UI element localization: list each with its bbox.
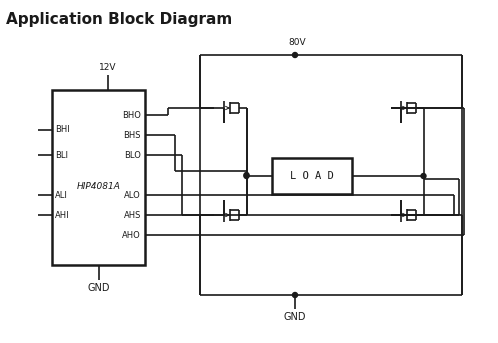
Text: ALO: ALO <box>124 190 141 200</box>
Text: GND: GND <box>87 283 110 293</box>
Circle shape <box>421 174 426 178</box>
Text: HIP4081A: HIP4081A <box>77 182 121 191</box>
Text: 80V: 80V <box>288 38 306 47</box>
Text: BHI: BHI <box>55 126 70 134</box>
Text: GND: GND <box>284 312 306 322</box>
Text: BHS: BHS <box>124 130 141 140</box>
Circle shape <box>292 52 297 58</box>
Text: AHS: AHS <box>124 211 141 220</box>
Text: BHO: BHO <box>122 110 141 119</box>
Text: BLI: BLI <box>55 151 68 159</box>
Bar <box>52 90 145 265</box>
Circle shape <box>292 293 297 297</box>
Text: BLO: BLO <box>124 151 141 159</box>
Circle shape <box>244 174 249 178</box>
Circle shape <box>244 173 249 177</box>
Text: AHO: AHO <box>122 230 141 239</box>
Text: ALI: ALI <box>55 190 68 200</box>
Bar <box>272 158 352 194</box>
Text: Application Block Diagram: Application Block Diagram <box>6 12 232 27</box>
Text: 12V: 12V <box>99 63 117 72</box>
Text: AHI: AHI <box>55 211 70 220</box>
Text: L O A D: L O A D <box>290 171 334 181</box>
